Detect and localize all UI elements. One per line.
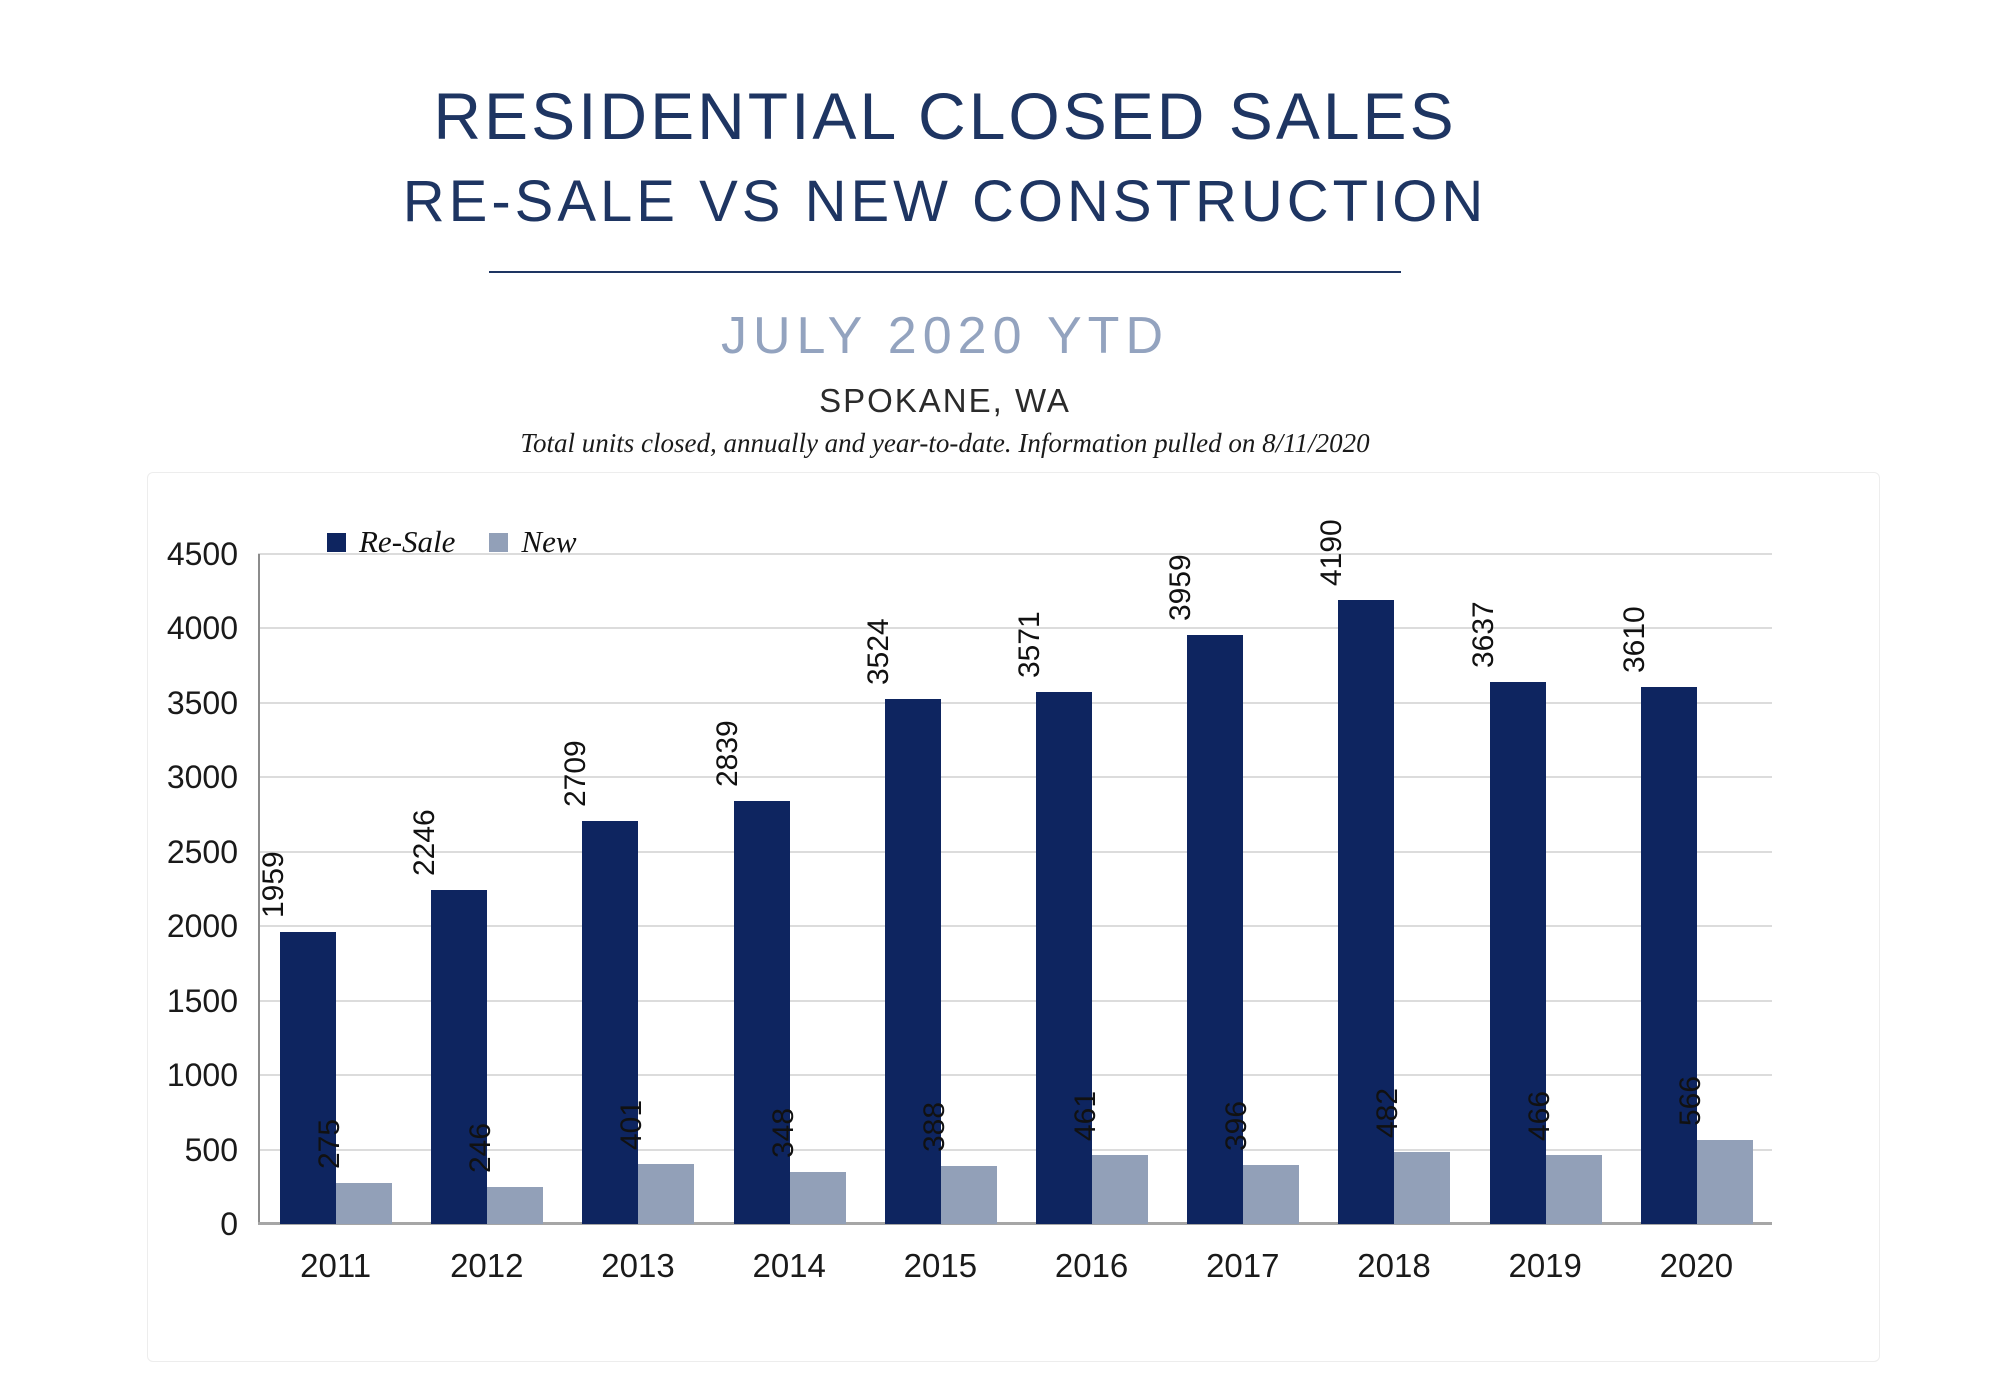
period-label: JULY 2020 YTD [721, 307, 1169, 365]
legend-item-re-sale: Re-Sale [327, 524, 455, 560]
title-divider [489, 271, 1401, 273]
source-note: Total units closed, annually and year-to… [520, 428, 1370, 458]
resale-legend-swatch-icon [327, 532, 346, 552]
legend-label: New [521, 524, 577, 559]
location-label: SPOKANE, WA [819, 382, 1071, 419]
chart-legend: Re-Sale New [327, 524, 577, 560]
page-subtitle: RE-SALE VS NEW CONSTRUCTION [402, 169, 1488, 234]
page-title: RESIDENTIAL CLOSED SALES [433, 79, 1457, 153]
new-legend-swatch-icon [489, 532, 509, 552]
legend-label: Re-Sale [359, 524, 456, 559]
legend-item-new: New [489, 524, 577, 560]
chart-card [147, 472, 1880, 1362]
